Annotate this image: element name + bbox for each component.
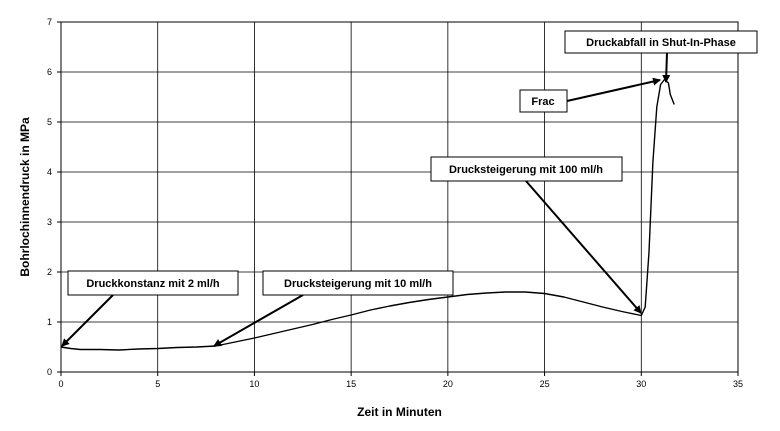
annotation-label: Druckkonstanz mit 2 ml/h [86,278,220,290]
annotation-label: Drucksteigerung mit 10 ml/h [284,278,432,290]
x-axis-title: Zeit in Minuten [357,405,442,419]
x-tick-label: 10 [249,379,259,389]
grid-lines [60,21,739,373]
y-tick-label: 4 [47,167,52,177]
y-tick-label: 2 [47,267,52,277]
y-tick-label: 7 [47,17,52,27]
y-axis-ticks: 0 1 2 3 4 5 6 7 [47,17,61,377]
annotation-arrow [213,294,304,347]
annotation-label: Frac [531,96,554,108]
x-tick-label: 0 [58,379,63,389]
annotation-box [67,270,239,296]
annotation-arrow [525,180,642,314]
annotation: Frac [519,77,661,113]
y-tick-label: 3 [47,217,52,227]
series-line [60,78,675,351]
y-tick-label: 6 [47,67,52,77]
x-axis-ticks: 0 5 10 15 20 25 30 35 [58,372,743,389]
plot-frame [60,21,739,373]
x-tick-label: 25 [540,379,550,389]
series-group [60,78,675,351]
annotation-label: Drucksteigerung mit 100 ml/h [449,164,603,176]
y-tick-label: 1 [47,317,52,327]
annotation-box [262,270,454,296]
x-tick-label: 15 [346,379,356,389]
x-tick-label: 5 [155,379,160,389]
annotation-arrow [61,294,114,347]
annotation: Drucksteigerung mit 100 ml/h [430,156,642,314]
annotations-group: Druckkonstanz mit 2 ml/h Drucksteigerung … [61,30,758,347]
y-tick-label: 0 [47,367,52,377]
annotation-arrow [662,52,671,83]
annotation: Drucksteigerung mit 10 ml/h [213,270,454,347]
annotation-box [519,89,568,113]
x-tick-label: 35 [733,379,743,389]
plot-area-border [60,21,739,373]
annotation: Druckabfall in Shut-In-Phase [564,30,758,83]
annotation: Druckkonstanz mit 2 ml/h [61,270,239,347]
y-axis-title: Bohrlochinnendruck in MPa [18,117,32,277]
annotation-box [430,156,623,182]
x-tick-label: 20 [443,379,453,389]
x-tick-label: 30 [636,379,646,389]
annotation-box [564,30,758,54]
annotation-label: Druckabfall in Shut-In-Phase [586,37,736,49]
annotation-arrow [566,77,661,102]
y-tick-label: 5 [47,117,52,127]
